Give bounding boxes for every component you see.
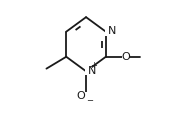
- Text: O: O: [77, 91, 85, 101]
- Bar: [83, 92, 89, 100]
- Bar: [122, 53, 129, 61]
- Text: −: −: [86, 96, 93, 105]
- Text: O: O: [121, 52, 130, 62]
- Text: N: N: [88, 66, 96, 76]
- Bar: [105, 28, 111, 36]
- Text: +: +: [91, 62, 97, 70]
- Text: N: N: [108, 26, 116, 36]
- Bar: [85, 67, 92, 75]
